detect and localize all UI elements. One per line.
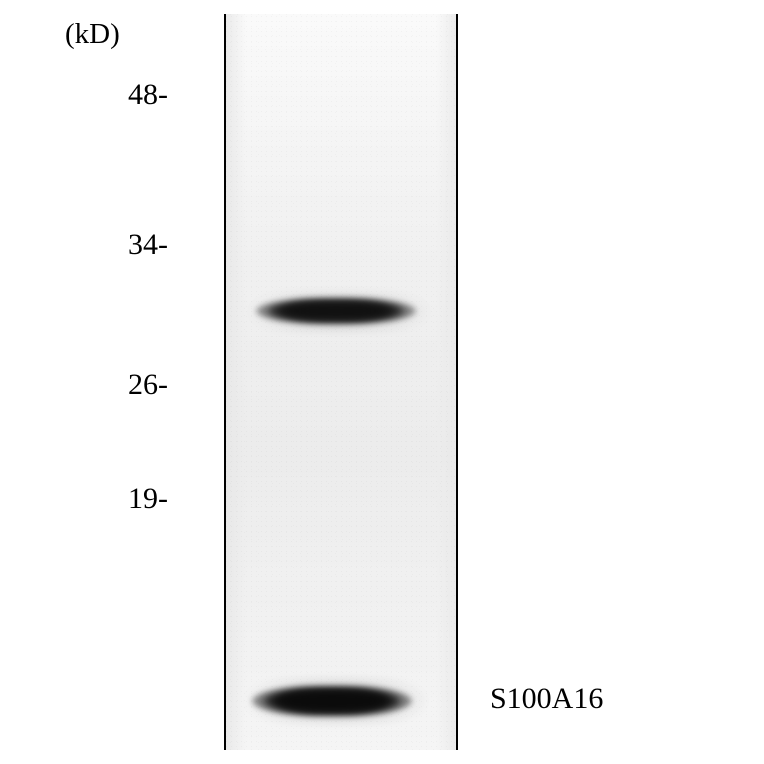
blot-lane	[224, 14, 458, 750]
axis-unit-label: (kD)	[65, 18, 120, 51]
marker-label-19: 19-	[128, 482, 168, 516]
western-blot-figure: (kD) 48- 34- 26- 19- S100A16	[0, 0, 764, 764]
lane-border-left	[224, 14, 226, 750]
marker-label-34: 34-	[128, 228, 168, 262]
protein-label-s100a16: S100A16	[490, 682, 603, 716]
marker-label-48: 48-	[128, 78, 168, 112]
lane-border-right	[456, 14, 458, 750]
marker-label-26: 26-	[128, 368, 168, 402]
film-grain	[224, 14, 458, 750]
